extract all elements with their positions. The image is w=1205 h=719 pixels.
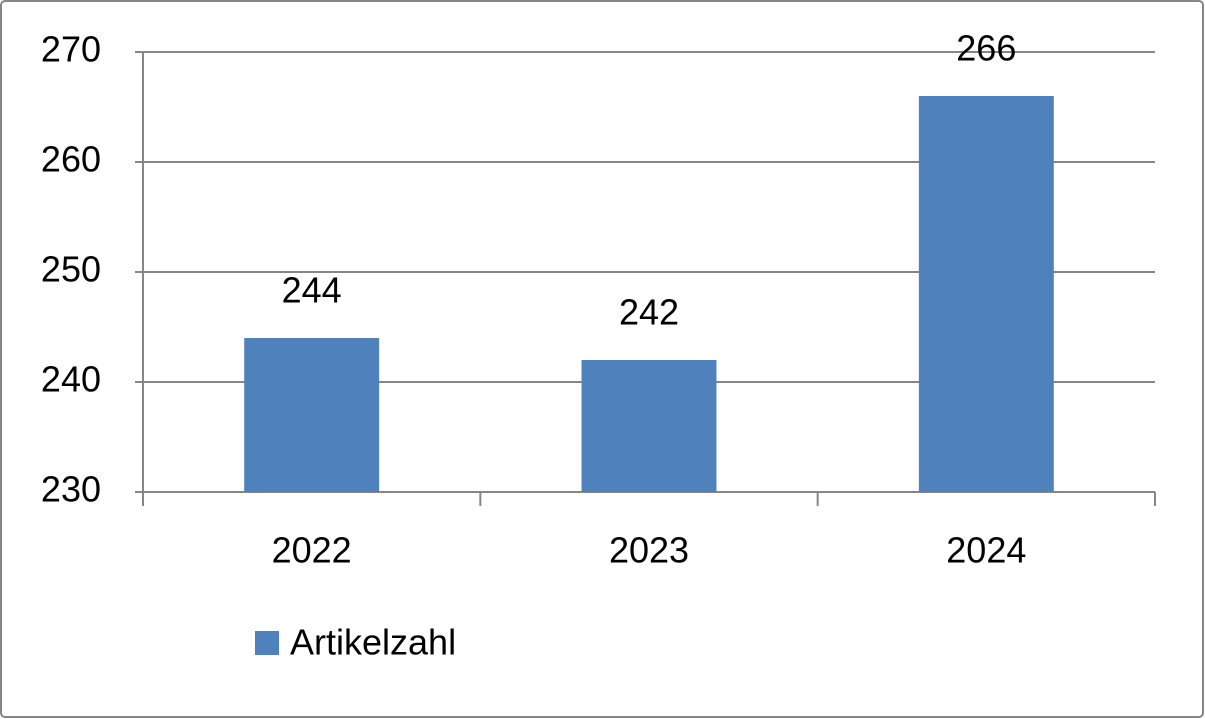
bar [581, 360, 717, 492]
y-tick-label: 250 [41, 249, 101, 290]
bar [918, 96, 1054, 492]
bar [244, 338, 380, 492]
data-label: 242 [619, 292, 679, 333]
data-label: 244 [282, 270, 342, 311]
y-tick-label: 240 [41, 359, 101, 400]
y-tick-label: 230 [41, 469, 101, 510]
x-tick-label: 2024 [946, 530, 1026, 571]
x-tick-label: 2023 [609, 530, 689, 571]
y-tick-label: 270 [41, 29, 101, 70]
legend-label: Artikelzahl [290, 622, 456, 663]
y-tick-label: 260 [41, 139, 101, 180]
legend-swatch [255, 631, 279, 655]
x-tick-label: 2022 [272, 530, 352, 571]
data-label: 266 [956, 28, 1016, 69]
